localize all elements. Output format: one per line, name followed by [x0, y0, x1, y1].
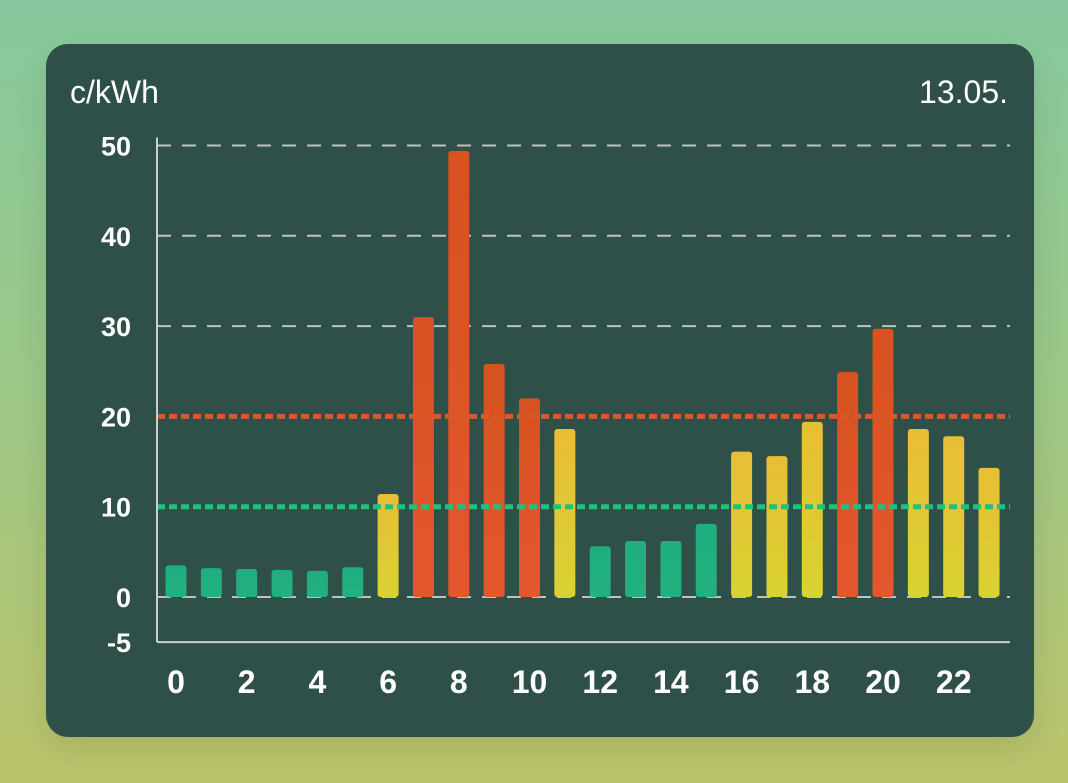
y-tick-label: 20	[101, 402, 131, 432]
bar-hour-13	[625, 541, 647, 597]
x-tick-label: 12	[582, 664, 618, 700]
bar-hour-21	[907, 429, 929, 597]
bar-hour-9	[483, 364, 505, 597]
bar-hour-22	[943, 436, 965, 597]
bar-hour-11	[554, 429, 576, 597]
y-tick-label: 40	[101, 222, 131, 252]
x-tick-label: 16	[724, 664, 760, 700]
threshold-lines	[157, 413, 1010, 510]
bar-hour-8	[448, 150, 470, 597]
bar-hour-6	[377, 494, 399, 597]
bar-hour-7	[412, 317, 434, 597]
bar-hour-4	[306, 570, 328, 597]
bar-hour-19	[837, 372, 859, 597]
bar-hour-5	[342, 567, 364, 597]
bar-hour-15	[695, 523, 717, 597]
date-label: 13.05.	[919, 74, 1008, 110]
x-tick-label: 0	[167, 664, 185, 700]
bar-hour-2	[236, 569, 258, 597]
bar-hour-18	[801, 421, 823, 597]
x-tick-label: 14	[653, 664, 689, 700]
y-tick-label: -5	[107, 628, 131, 658]
bar-hour-23	[978, 467, 1000, 597]
bars	[165, 150, 1000, 597]
x-tick-label: 10	[512, 664, 548, 700]
bar-hour-16	[731, 451, 753, 597]
bar-hour-0	[165, 565, 187, 597]
bar-hour-17	[766, 456, 788, 597]
price-chart-card	[46, 44, 1034, 737]
unit-label: c/kWh	[70, 74, 159, 110]
bar-hour-1	[200, 568, 222, 597]
tick-labels: -5 0 10 20 30 40 50 0 2 4 6 8 10 12 14 16 18 20 22	[101, 132, 972, 701]
y-tick-label: 30	[101, 312, 131, 342]
bar-hour-14	[660, 541, 682, 597]
y-tick-label: 10	[101, 493, 131, 523]
y-tick-label: 0	[116, 583, 131, 613]
axes	[156, 137, 1010, 644]
x-tick-label: 18	[795, 664, 831, 700]
grid-lines	[157, 144, 1010, 598]
x-tick-label: 8	[450, 664, 468, 700]
bar-hour-3	[271, 569, 293, 597]
y-tick-label: 50	[101, 132, 131, 162]
bar-hour-20	[872, 328, 894, 597]
x-tick-label: 6	[379, 664, 397, 700]
bar-hour-12	[589, 546, 611, 597]
x-tick-label: 22	[936, 664, 972, 700]
bar-hour-10	[519, 398, 540, 597]
x-tick-label: 20	[865, 664, 901, 700]
x-tick-label: 2	[238, 664, 256, 700]
x-tick-label: 4	[309, 664, 327, 700]
